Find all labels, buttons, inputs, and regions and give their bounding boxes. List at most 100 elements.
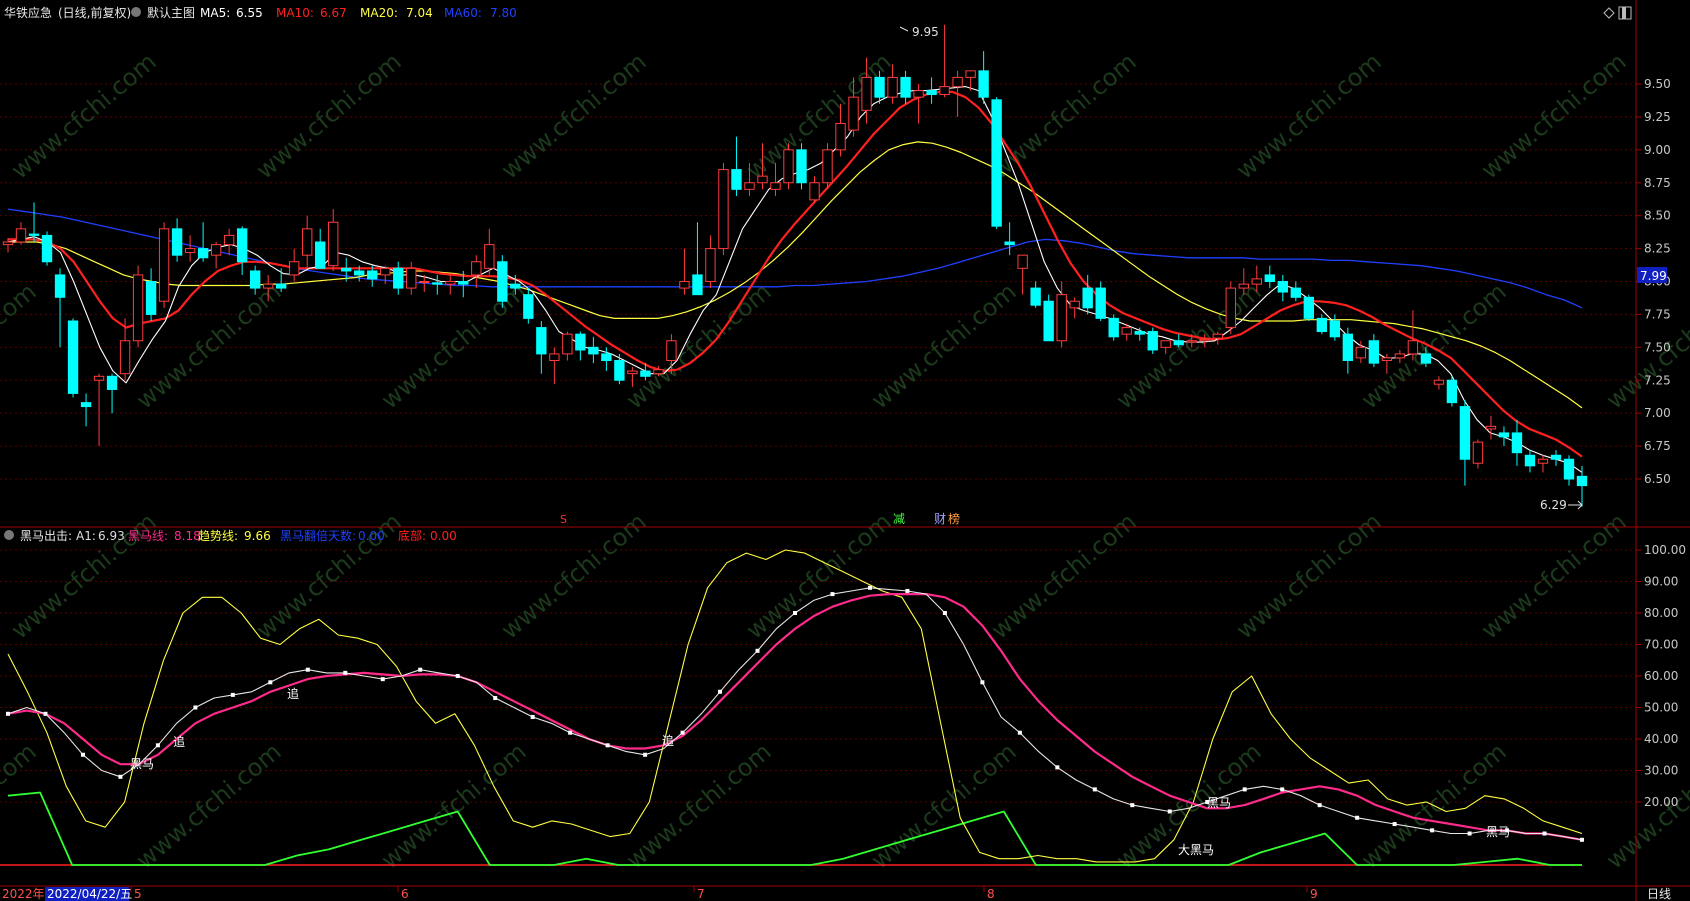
candle-up[interactable] bbox=[913, 90, 924, 98]
candle-up[interactable] bbox=[380, 267, 391, 276]
candle-down[interactable] bbox=[171, 228, 183, 256]
candle-down[interactable] bbox=[341, 267, 352, 272]
candle-down[interactable] bbox=[1303, 296, 1315, 319]
candle-down[interactable] bbox=[1043, 300, 1054, 342]
candle-up[interactable] bbox=[406, 267, 417, 289]
candle-up[interactable] bbox=[1017, 254, 1028, 269]
candle-down[interactable] bbox=[28, 233, 40, 236]
candle-down[interactable] bbox=[1095, 287, 1106, 319]
candle-down[interactable] bbox=[1316, 317, 1328, 333]
candle-down[interactable] bbox=[1329, 320, 1341, 338]
candle-up[interactable] bbox=[210, 244, 222, 256]
candle-down[interactable] bbox=[1511, 432, 1523, 454]
candle-down[interactable] bbox=[1108, 317, 1119, 338]
candle-up[interactable] bbox=[718, 169, 729, 250]
candle-down[interactable] bbox=[1420, 353, 1432, 364]
candle-down[interactable] bbox=[1459, 406, 1471, 460]
candle-up[interactable] bbox=[1199, 338, 1210, 342]
candle-down[interactable] bbox=[601, 353, 612, 361]
candle-down[interactable] bbox=[1277, 281, 1288, 293]
candle-up[interactable] bbox=[15, 228, 27, 243]
candle-down[interactable] bbox=[1290, 287, 1302, 298]
candle-down[interactable] bbox=[1498, 432, 1510, 438]
candle-down[interactable] bbox=[197, 248, 209, 259]
candle-up[interactable] bbox=[1537, 458, 1549, 464]
candle-up[interactable] bbox=[1394, 353, 1406, 359]
candle-up[interactable] bbox=[184, 248, 196, 254]
candle-down[interactable] bbox=[249, 270, 261, 289]
candle-up[interactable] bbox=[223, 234, 235, 246]
candle-up[interactable] bbox=[445, 281, 456, 285]
candle-up[interactable] bbox=[952, 76, 963, 88]
candle-down[interactable] bbox=[588, 346, 599, 355]
candle-down[interactable] bbox=[510, 283, 521, 289]
candle-up[interactable] bbox=[419, 281, 430, 283]
candle-up[interactable] bbox=[2, 241, 14, 246]
candle-down[interactable] bbox=[1563, 458, 1575, 480]
candle-down[interactable] bbox=[1446, 379, 1458, 404]
candlestick-series[interactable] bbox=[2, 24, 1588, 507]
candle-up[interactable] bbox=[705, 248, 716, 282]
candle-down[interactable] bbox=[614, 360, 625, 381]
candle-down[interactable] bbox=[1264, 274, 1275, 282]
candle-down[interactable] bbox=[796, 149, 807, 184]
candle-up[interactable] bbox=[770, 182, 781, 190]
candle-up[interactable] bbox=[1238, 283, 1249, 289]
candle-down[interactable] bbox=[692, 274, 703, 296]
candle-up[interactable] bbox=[93, 375, 105, 381]
candle-down[interactable] bbox=[145, 281, 157, 315]
candle-up[interactable] bbox=[666, 340, 677, 361]
candle-down[interactable] bbox=[1524, 454, 1536, 467]
candle-up[interactable] bbox=[1381, 357, 1393, 362]
candle-down[interactable] bbox=[106, 375, 118, 390]
candle-up[interactable] bbox=[1251, 278, 1262, 285]
main-chart-label[interactable]: 默认主图 bbox=[147, 5, 195, 20]
candle-down[interactable] bbox=[41, 234, 53, 263]
candle-down[interactable] bbox=[1030, 287, 1041, 306]
candle-down[interactable] bbox=[731, 169, 742, 190]
candle-down[interactable] bbox=[1342, 333, 1354, 361]
candle-down[interactable] bbox=[874, 76, 885, 98]
candle-up[interactable] bbox=[679, 281, 690, 289]
candle-down[interactable] bbox=[54, 274, 66, 298]
candle-down[interactable] bbox=[1134, 331, 1145, 335]
candle-up[interactable] bbox=[1485, 425, 1497, 430]
candle-up[interactable] bbox=[1069, 300, 1080, 309]
candle-up[interactable] bbox=[471, 261, 482, 276]
candle-down[interactable] bbox=[1368, 340, 1380, 364]
candle-down[interactable] bbox=[67, 320, 79, 394]
candle-down[interactable] bbox=[1550, 454, 1562, 460]
candle-up[interactable] bbox=[1225, 287, 1236, 329]
candle-down[interactable] bbox=[640, 370, 651, 377]
candle-up[interactable] bbox=[939, 86, 950, 96]
diamond-icon[interactable] bbox=[1603, 7, 1615, 19]
candle-up[interactable] bbox=[1121, 327, 1132, 335]
candle-down[interactable] bbox=[1004, 241, 1015, 246]
candle-up[interactable] bbox=[1186, 340, 1197, 343]
candle-up[interactable] bbox=[809, 182, 820, 201]
candle-down[interactable] bbox=[900, 76, 911, 98]
candle-up[interactable] bbox=[1433, 379, 1445, 385]
candle-down[interactable] bbox=[926, 90, 937, 96]
candle-up[interactable] bbox=[484, 244, 495, 269]
candle-up[interactable] bbox=[887, 76, 898, 98]
candle-up[interactable] bbox=[627, 370, 638, 375]
candle-down[interactable] bbox=[575, 333, 586, 351]
candle-down[interactable] bbox=[497, 261, 508, 302]
candle-down[interactable] bbox=[1576, 475, 1588, 487]
candle-up[interactable] bbox=[328, 221, 339, 267]
candle-up[interactable] bbox=[1355, 346, 1367, 359]
period-tab[interactable] bbox=[1637, 887, 1690, 901]
candle-down[interactable] bbox=[393, 267, 404, 289]
candle-up[interactable] bbox=[1472, 441, 1484, 464]
candle-down[interactable] bbox=[315, 241, 326, 269]
candle-down[interactable] bbox=[432, 282, 443, 285]
candle-up[interactable] bbox=[861, 76, 872, 111]
candle-down[interactable] bbox=[1147, 331, 1158, 351]
candle-down[interactable] bbox=[991, 99, 1002, 227]
candle-down[interactable] bbox=[536, 327, 547, 355]
dropdown-icon[interactable] bbox=[131, 7, 141, 17]
candle-up[interactable] bbox=[783, 149, 794, 184]
candle-down[interactable] bbox=[275, 283, 287, 289]
